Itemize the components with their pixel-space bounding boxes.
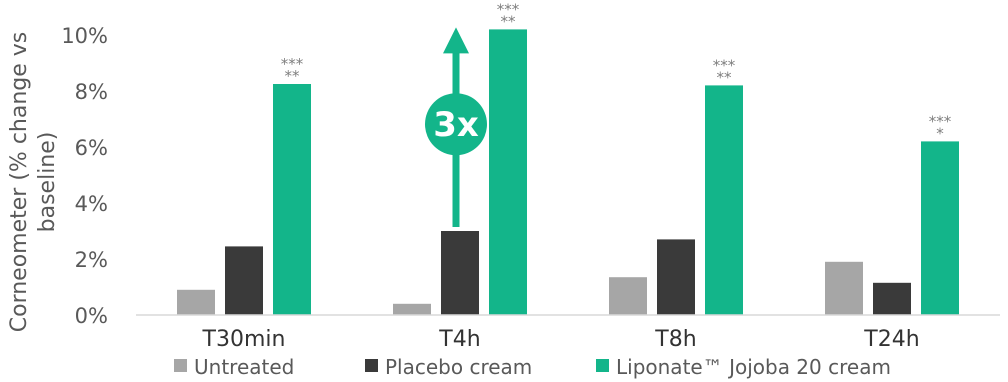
x-category-label: T4h (438, 327, 480, 352)
legend-swatch (365, 359, 378, 372)
y-tick-label: 10% (61, 24, 108, 48)
callout-badge (425, 93, 487, 156)
y-tick-label: 0% (75, 304, 108, 328)
x-category-label: T24h (863, 327, 919, 352)
bar-untreated-t30min (177, 289, 215, 315)
bar-liponate-jojoba-20-cream-t4h (489, 29, 527, 316)
bar-liponate-jojoba-20-cream-t24h (921, 141, 959, 315)
bar-placebo-cream-t4h (441, 231, 479, 315)
significance-line2: ** (501, 12, 517, 30)
bar-untreated-t4h (393, 303, 431, 315)
y-axis-title-line1: Corneometer (% change vs (7, 32, 32, 333)
fold-change-callout: 3x (425, 27, 487, 227)
y-axis-ticks: 0% 2% 4% 6% 8% 10% (61, 24, 108, 328)
legend-label: Liponate™ Jojoba 20 cream (616, 355, 891, 379)
significance-line1: *** (497, 0, 520, 18)
bar-liponate-jojoba-20-cream-t30min (273, 84, 311, 315)
legend-swatch (596, 359, 609, 372)
bar-placebo-cream-t8h (657, 239, 695, 315)
y-tick-label: 8% (75, 80, 108, 104)
significance-line1: *** (929, 112, 952, 130)
significance-line2: ** (285, 67, 301, 85)
legend-label: Placebo cream (385, 355, 532, 379)
callout-label: 3x (433, 105, 479, 145)
x-axis-categories: T30min T4h T8h T24h (202, 327, 920, 352)
bar-liponate-jojoba-20-cream-t8h (705, 85, 743, 316)
significance-labels: ******************* (281, 0, 952, 142)
significance-line2: ** (717, 68, 733, 86)
bars (177, 29, 959, 316)
bar-placebo-cream-t30min (225, 246, 263, 315)
y-axis-title-line2: baseline) (35, 132, 60, 233)
y-axis-title: Corneometer (% change vs baseline) (7, 32, 60, 333)
y-tick-label: 4% (75, 192, 108, 216)
y-tick-label: 6% (75, 136, 108, 160)
y-tick-label: 2% (75, 248, 108, 272)
significance-line2: * (936, 124, 944, 142)
legend: Untreated Placebo cream Liponate™ Jojoba 2… (174, 355, 891, 379)
callout-arrow-head (443, 27, 469, 54)
bar-placebo-cream-t24h (873, 282, 911, 315)
x-category-label: T30min (202, 327, 286, 352)
legend-label: Untreated (194, 355, 294, 379)
bar-untreated-t24h (825, 261, 863, 315)
significance-line1: *** (281, 55, 304, 73)
bar-untreated-t8h (609, 277, 647, 315)
significance-line1: *** (713, 56, 736, 74)
legend-swatch (174, 359, 187, 372)
x-category-label: T8h (654, 327, 696, 352)
